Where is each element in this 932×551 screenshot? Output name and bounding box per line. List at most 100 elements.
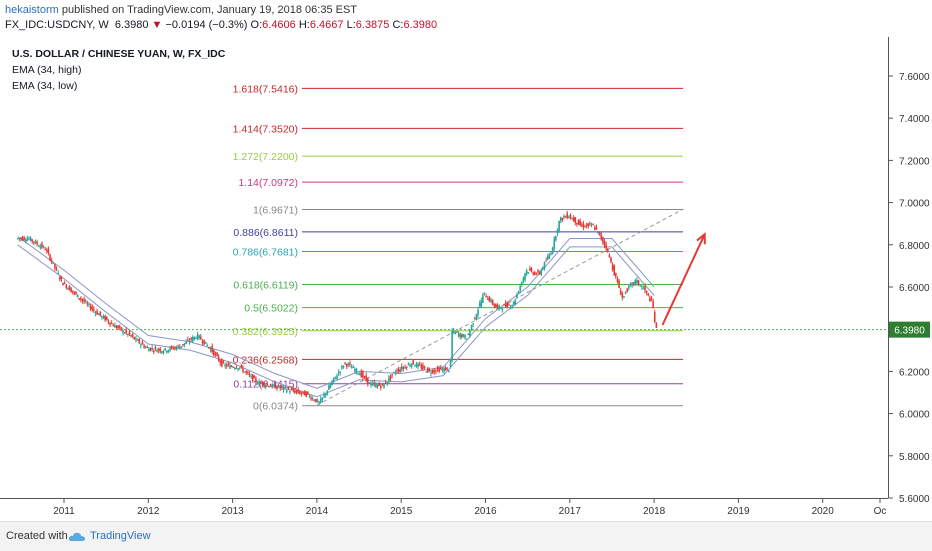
candle-body-205 [349,363,351,365]
candle-body-319 [533,271,536,275]
candle-body-158 [272,384,275,386]
candle-body-337 [563,216,565,218]
candle-body-249 [420,365,423,369]
candle-body-12 [36,242,38,245]
candle-body-394 [655,322,658,328]
candle-body-19 [47,248,50,254]
candle-body-67 [125,329,128,333]
close-label: C: [392,19,404,31]
candle-body-393 [653,311,656,322]
candle-body-305 [511,305,513,307]
candle-body-328 [548,254,551,259]
candle-body-57 [109,322,111,325]
candle-body-300 [503,304,505,306]
candle-body-150 [260,382,262,384]
candle-body-159 [274,383,277,389]
high-label: H: [298,19,310,31]
candle-body-341 [569,214,572,219]
candle-body-34 [71,290,74,293]
candle-body-101 [180,346,183,348]
low-value: 6.3875 [355,19,390,31]
candle-body-152 [263,382,265,386]
candle-body-86 [156,350,158,353]
candle-body-213 [362,372,364,378]
candle-body-160 [276,387,278,389]
y-tick-label-2: 7.2000 [899,156,930,167]
candle-body-95 [170,346,173,348]
candle-body-161 [277,385,280,388]
candle-body-376 [626,288,628,292]
candle-body-371 [618,280,620,289]
candle-body-110 [195,338,197,340]
candle-body-219 [371,382,374,386]
candle-body-148 [256,383,259,385]
candle-body-218 [370,383,372,386]
candle-body-90 [162,351,165,353]
candle-body-97 [174,347,176,349]
chart-area[interactable]: 7.60007.40007.20007.00006.80006.60006.40… [0,37,932,519]
candle-body-149 [258,381,260,385]
candle-body-246 [415,363,418,367]
candle-body-46 [91,306,94,310]
candle-body-141 [245,370,248,373]
candle-body-45 [89,306,92,310]
tradingview-brand-link[interactable]: TradingView [90,530,151,542]
legend-ema-high: EMA (34, high) [12,64,82,76]
x-tick-label-10: Oc [874,506,887,517]
candle-body-265 [446,367,449,369]
price-chart[interactable]: 7.60007.40007.20007.00006.80006.60006.40… [0,37,932,519]
high-value: 6.4667 [309,19,344,31]
candle-body-297 [498,305,500,309]
quote-line: FX_IDC:USDCNY, W 6.3980 ▼ −0.0194 (−0.3%… [5,19,437,31]
candle-body-172 [295,390,298,392]
candle-body-353 [589,223,591,225]
candle-body-113 [200,336,202,340]
candle-body-69 [128,331,131,335]
candle-body-231 [391,374,393,376]
candle-body-193 [329,384,332,388]
candle-body-327 [546,256,549,260]
candle-body-290 [486,298,489,300]
candle-body-357 [595,226,598,230]
fib-label-2: 1.272(7.2200) [233,151,298,163]
candle-body-212 [360,371,363,378]
candle-body-330 [551,247,554,254]
candle-body-284 [477,309,479,315]
candle-body-228 [386,382,389,385]
candle-body-390 [649,297,651,302]
candle-body-138 [240,365,243,367]
candle-body-53 [102,316,105,318]
candle-body-229 [388,377,390,383]
candle-body-243 [410,363,413,368]
candle-body-3 [21,237,24,241]
candle-body-128 [224,364,226,367]
candle-body-68 [127,333,129,335]
candle-body-326 [545,260,547,262]
candle-body-48 [94,312,97,314]
candle-body-71 [131,334,134,337]
candle-body-283 [475,314,478,320]
candle-body-190 [324,393,327,396]
candle-body-230 [389,376,392,379]
x-tick-label-6: 2017 [559,506,582,517]
candle-body-21 [50,259,53,262]
candle-body-203 [345,364,348,367]
candle-body-62 [117,325,119,329]
x-tick-label-5: 2016 [474,506,497,517]
candle-body-1 [18,238,21,240]
candle-body-42 [84,301,87,303]
candle-body-263 [443,368,445,372]
candle-body-14 [39,246,42,248]
candle-body-279 [469,330,471,336]
candle-body-308 [516,294,518,298]
author-link[interactable]: hekaistorm [5,4,59,16]
candle-body-35 [73,292,76,294]
candle-body-373 [621,293,624,298]
candle-body-106 [188,340,191,343]
candle-body-96 [172,348,175,350]
candle-body-311 [521,281,523,284]
candle-body-66 [123,332,126,334]
candle-body-131 [229,364,231,369]
y-tick-label-4: 6.8000 [899,241,930,252]
candle-body-255 [430,372,432,374]
